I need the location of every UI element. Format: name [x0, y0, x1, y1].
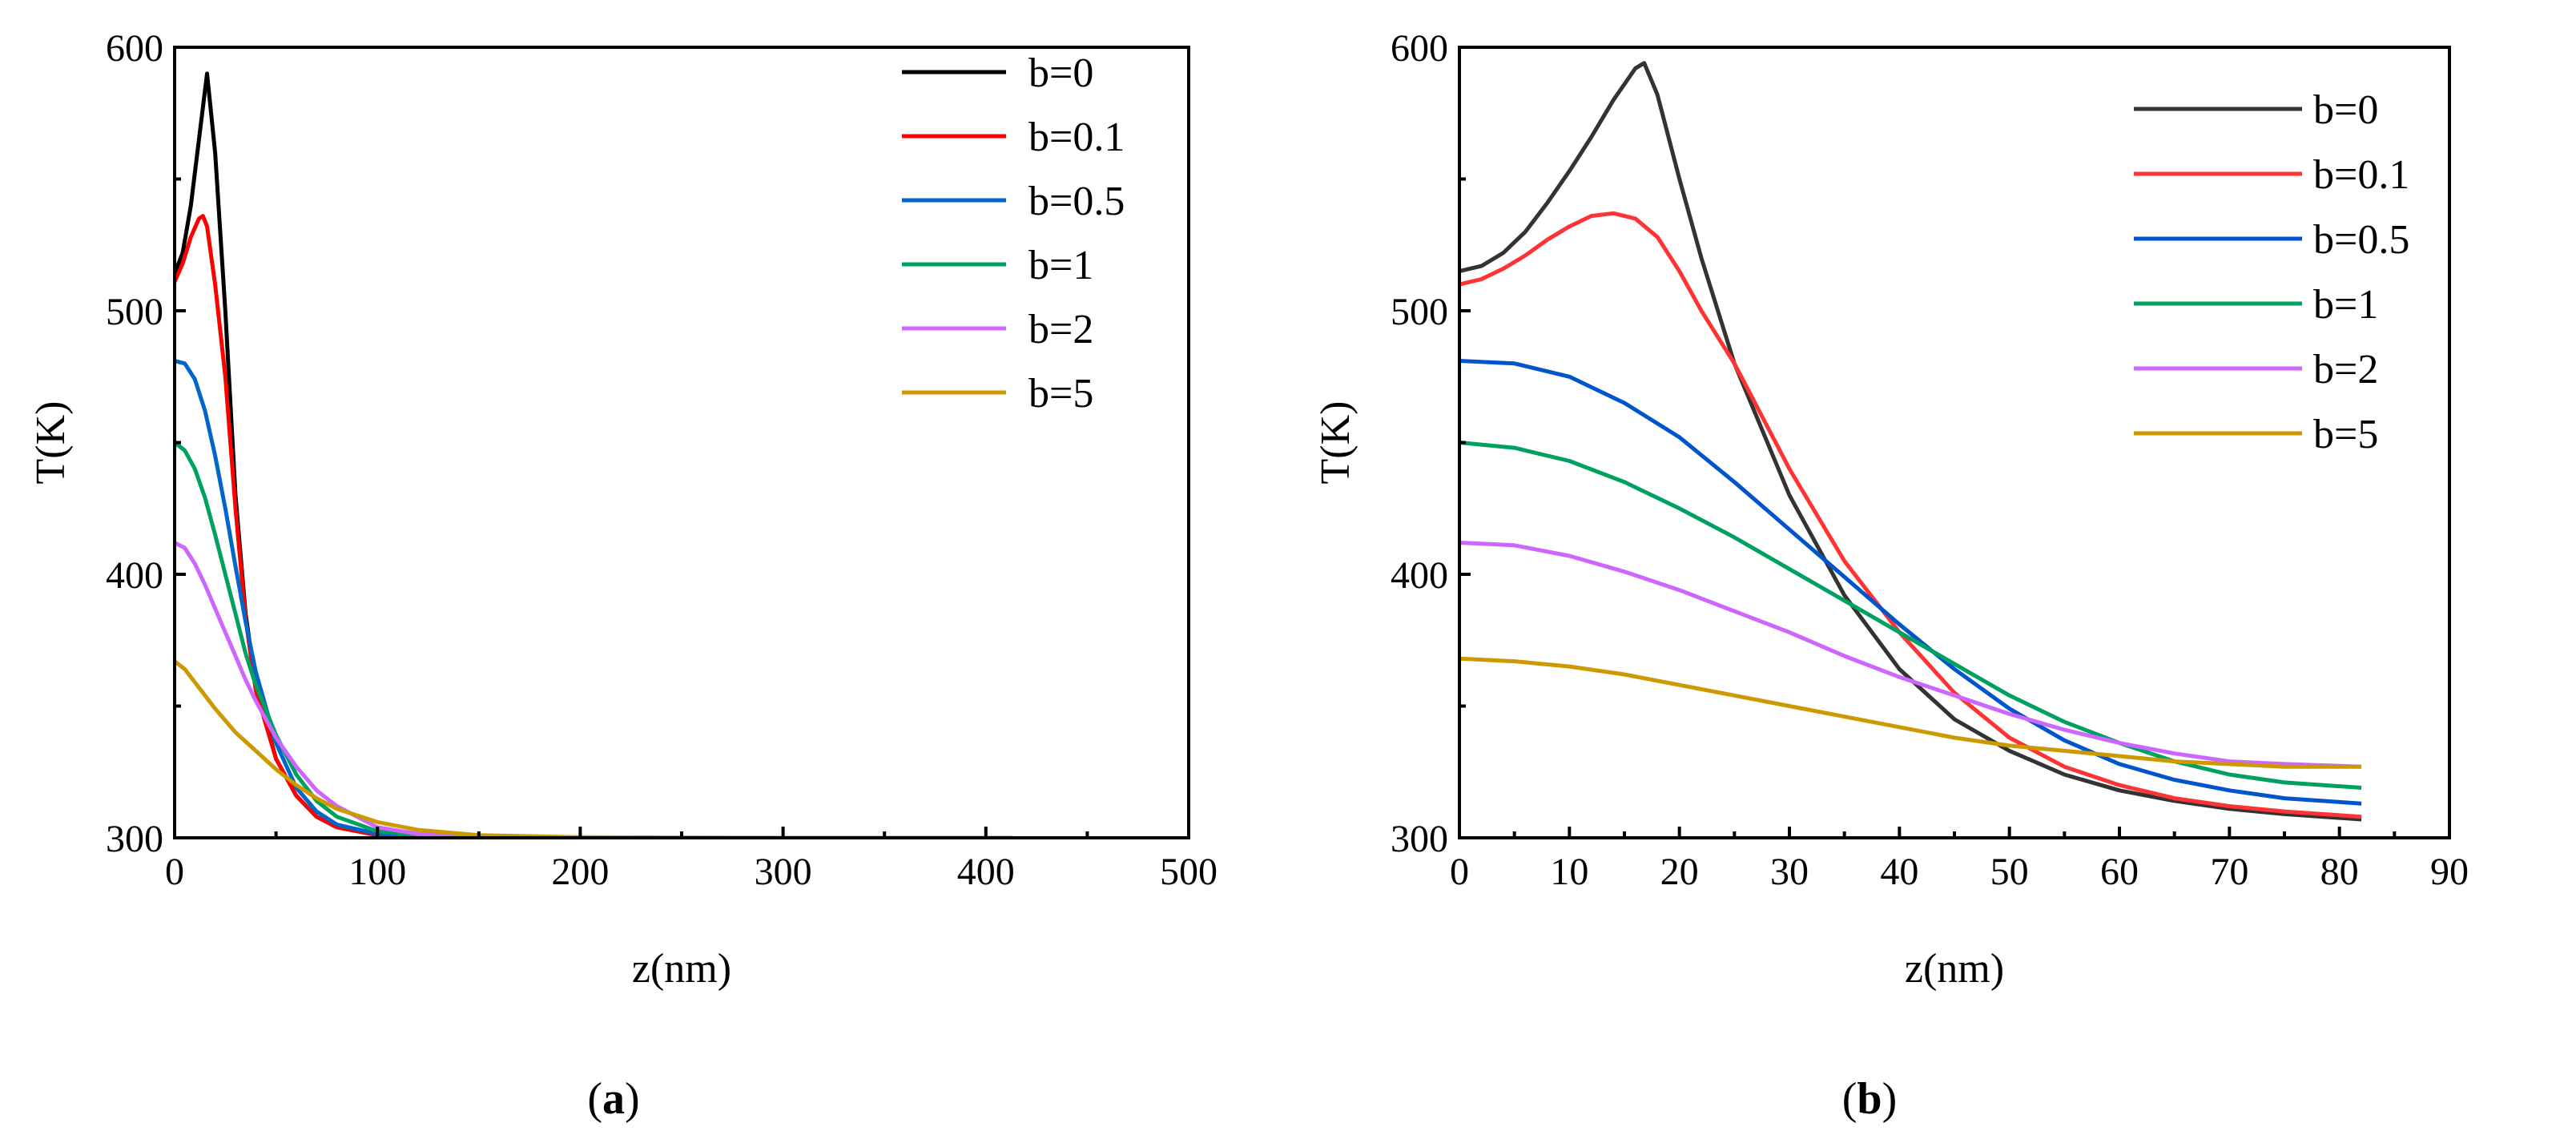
legend-label: b=2: [2313, 347, 2378, 392]
legend-label: b=1: [2313, 282, 2378, 328]
y-tick-label: 500: [1391, 291, 1448, 333]
x-axis-title: z(nm): [1905, 946, 2004, 992]
legend-label: b=5: [1028, 371, 1093, 417]
x-tick-label: 60: [2100, 851, 2139, 893]
legend-label: b=0.1: [1028, 115, 1125, 160]
x-tick-label: 70: [2210, 851, 2248, 893]
y-tick-label: 600: [1391, 27, 1448, 70]
x-tick-label: 0: [1450, 851, 1469, 893]
legend-label: b=0: [2313, 87, 2378, 133]
x-tick-label: 500: [1160, 851, 1218, 893]
series-line-b=0.1: [1459, 211, 2362, 819]
x-tick-label: 20: [1660, 851, 1699, 893]
x-tick-label: 80: [2320, 851, 2359, 893]
panel-a: 0 100 200 300 400 500 300 400 500 600 z(nm) T(K) b=0…: [28, 27, 1218, 1124]
series-group: [175, 71, 1012, 838]
series-line-b=5: [175, 659, 1012, 838]
panel-caption: (b): [1842, 1074, 1897, 1124]
series-line-b=2: [1459, 541, 2362, 769]
y-tick-label: 400: [1391, 554, 1448, 597]
legend-label: b=2: [1028, 307, 1093, 352]
panel-b: 0 10 20 30 40 50 60 70 80 90 300 400 500 600 z(nm) T(K)…: [1313, 27, 2469, 1124]
x-tick-label: 400: [957, 851, 1015, 893]
x-axis-title: z(nm): [632, 946, 731, 992]
legend-label: b=0.5: [2313, 217, 2409, 263]
x-tick-label: 40: [1880, 851, 1918, 893]
series-line-b=0: [175, 71, 1012, 838]
legend-label: b=0.1: [2313, 152, 2409, 198]
series-line-b=0: [1459, 61, 2362, 822]
series-line-b=0.5: [1459, 359, 2362, 806]
y-tick-label: 300: [106, 818, 163, 860]
panel-caption-letter: b: [1857, 1074, 1882, 1124]
y-tick-label: 400: [106, 554, 163, 597]
plot-frame: [173, 46, 1190, 839]
x-tick-label: 0: [165, 851, 184, 893]
legend: b=0 b=0.1 b=0.5 b=1 b=2 b=5: [2134, 87, 2409, 457]
y-axis-title: T(K): [28, 401, 74, 485]
y-tick-label: 600: [106, 27, 163, 70]
legend-label: b=0: [1028, 50, 1093, 96]
series-line-b=1: [1459, 441, 2362, 790]
x-tick-label: 100: [348, 851, 406, 893]
panel-caption: (a): [587, 1074, 639, 1124]
legend-label: b=0.5: [1028, 179, 1125, 224]
series-line-b=0.1: [175, 214, 1012, 838]
x-tick-label: 30: [1770, 851, 1809, 893]
x-tick-label: 10: [1550, 851, 1588, 893]
legend-label: b=1: [1028, 243, 1093, 288]
x-tick-label: 200: [551, 851, 609, 893]
legend: b=0 b=0.1 b=0.5 b=1 b=2 b=5: [902, 50, 1125, 417]
panel-caption-letter: a: [602, 1074, 625, 1124]
series-line-b=1: [175, 441, 1012, 838]
x-tick-label: 90: [2430, 851, 2469, 893]
series-line-b=0.5: [175, 359, 1012, 838]
legend-label: b=5: [2313, 412, 2378, 457]
y-tick-label: 300: [1391, 818, 1448, 860]
series-line-b=5: [1459, 656, 2362, 769]
x-tick-label: 50: [1990, 851, 2029, 893]
y-tick-label: 500: [106, 291, 163, 333]
x-tick-label: 300: [755, 851, 812, 893]
series-group: [1459, 61, 2362, 822]
y-axis-title: T(K): [1313, 401, 1358, 485]
